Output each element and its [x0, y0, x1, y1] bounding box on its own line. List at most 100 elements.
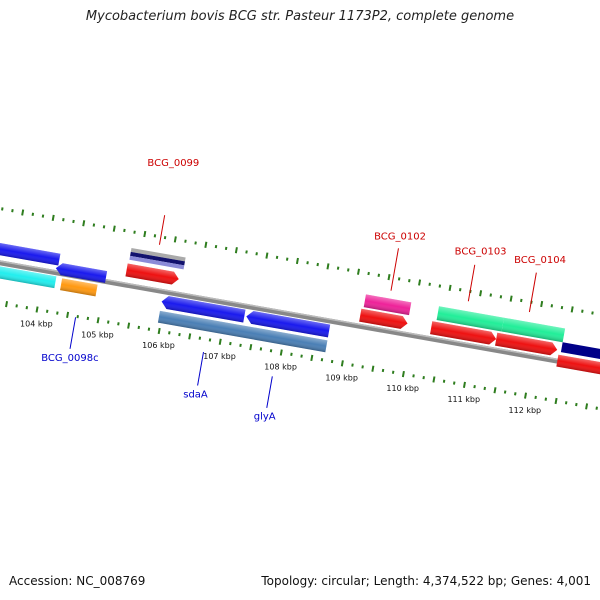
leader-line: [69, 317, 77, 349]
tick-mark: [581, 309, 584, 313]
tick-mark: [214, 244, 218, 249]
tick-mark: [31, 212, 35, 216]
tick-mark: [428, 282, 431, 286]
feature-bcg-0104[interactable]: [495, 332, 558, 357]
feature-bcg-0099[interactable]: [125, 263, 179, 286]
feature-bcg-0104-green[interactable]: [501, 317, 566, 343]
tick-mark: [316, 262, 319, 267]
tick-mark: [418, 279, 422, 286]
tick-mark: [178, 332, 181, 337]
tick-mark: [137, 325, 141, 330]
tick-mark: [458, 288, 462, 292]
tick-mark: [229, 341, 232, 346]
label-group-bcg-0104[interactable]: BCG_0104: [505, 246, 568, 317]
feature-bcg-0098c-reverse[interactable]: [55, 262, 108, 283]
tick-mark: [143, 230, 147, 238]
tick-mark: [269, 349, 273, 353]
tick-mark: [520, 298, 523, 303]
leader-line: [467, 264, 476, 302]
tick-mark: [35, 306, 39, 313]
kbp-label: 106 kbp: [142, 341, 175, 350]
tick-mark: [259, 347, 263, 351]
tick-mark: [438, 284, 442, 288]
label-group-glyA[interactable]: glyA: [252, 374, 284, 426]
tick-mark: [25, 306, 29, 310]
label-group-bcg-0098c[interactable]: BCG_0098c: [39, 312, 106, 373]
tick-mark: [92, 223, 96, 227]
tick-mark: [11, 209, 14, 213]
kbp-label: 109 kbp: [325, 373, 358, 382]
tick-mark: [462, 381, 466, 388]
tick-mark: [279, 349, 283, 356]
kbp-label: 112 kbp: [509, 406, 542, 415]
tick-mark: [133, 230, 136, 234]
gene-label-bcg-0103[interactable]: BCG_0103: [455, 247, 507, 258]
label-group-bcg-0102[interactable]: BCG_0102: [364, 223, 427, 296]
tick-mark: [347, 268, 350, 272]
gene-label-bcg-0102[interactable]: BCG_0102: [374, 231, 426, 242]
tick-mark: [127, 322, 131, 329]
tick-mark: [306, 261, 309, 265]
tick-mark: [198, 336, 202, 340]
upper-tick-track: [1, 207, 594, 315]
tick-mark: [452, 381, 456, 385]
feature-bcg-0103-green[interactable]: [436, 306, 505, 332]
feature-bcg-0103[interactable]: [430, 321, 497, 345]
gene-label-glyA[interactable]: glyA: [254, 412, 276, 423]
feature-glyA[interactable]: [245, 310, 331, 338]
tick-mark: [1, 207, 4, 211]
tick-mark: [371, 365, 375, 372]
tick-mark: [86, 316, 90, 321]
feature-sdaA[interactable]: [161, 295, 246, 323]
tick-mark: [397, 277, 401, 281]
leader-line: [197, 351, 204, 386]
upper-gene-labels: BCG_0099 BCG_0102 BCG_0103 BCG_0104: [133, 149, 568, 317]
feature-bcg-0105-navy[interactable]: [560, 342, 600, 365]
tick-mark: [493, 387, 497, 394]
tick-mark: [591, 311, 594, 315]
tick-mark: [265, 252, 269, 259]
gene-label-bcg-0099[interactable]: BCG_0099: [147, 158, 199, 169]
tick-mark: [377, 273, 381, 277]
tick-mark: [5, 300, 9, 308]
tick-mark: [249, 344, 253, 351]
accession-text: Accession: NC_008769: [9, 574, 146, 588]
feature-bcg-0098c-cyan[interactable]: [0, 259, 57, 289]
kbp-label: 108 kbp: [264, 363, 297, 372]
feature-bcg-0098c-orange[interactable]: [60, 278, 98, 297]
feature-bcg-0105[interactable]: [556, 354, 600, 380]
tick-mark: [564, 401, 568, 405]
gene-label-sdaA[interactable]: sdaA: [183, 389, 208, 400]
tick-mark: [361, 365, 364, 369]
tick-mark: [66, 311, 70, 318]
tick-mark: [310, 354, 314, 362]
tick-mark: [168, 331, 171, 335]
tick-mark: [117, 322, 120, 326]
feature-steelblue-track[interactable]: [157, 310, 328, 353]
label-group-sdaA[interactable]: sdaA: [181, 350, 216, 405]
feature-bcg-0098-forward[interactable]: [0, 237, 61, 266]
tick-mark: [432, 376, 436, 383]
feature-bcg-0102-pink[interactable]: [363, 294, 412, 316]
tick-mark: [503, 390, 507, 394]
tick-mark: [21, 209, 25, 216]
tick-mark: [45, 309, 49, 313]
lower-tick-track: [5, 300, 598, 410]
feature-bcg-0102[interactable]: [359, 308, 409, 330]
tick-mark: [412, 374, 415, 378]
label-group-bcg-0103[interactable]: BCG_0103: [446, 238, 509, 307]
tick-mark: [544, 397, 548, 401]
tick-mark: [153, 234, 157, 238]
tick-mark: [401, 370, 405, 378]
gene-label-bcg-0098c[interactable]: BCG_0098c: [41, 353, 98, 364]
tick-mark: [320, 358, 324, 362]
tick-mark: [96, 317, 100, 324]
tick-mark: [595, 406, 598, 410]
feature-bcg-0099-gray[interactable]: [129, 247, 186, 270]
leader-line: [528, 272, 537, 313]
kbp-labels: 104 kbp 105 kbp 106 kbp 107 kbp 108 kbp 109 k…: [20, 320, 542, 415]
label-group-bcg-0099[interactable]: BCG_0099: [133, 149, 201, 249]
map-title: Mycobacterium bovis BCG str. Pasteur 117…: [85, 9, 515, 24]
gene-label-bcg-0104[interactable]: BCG_0104: [514, 255, 566, 266]
